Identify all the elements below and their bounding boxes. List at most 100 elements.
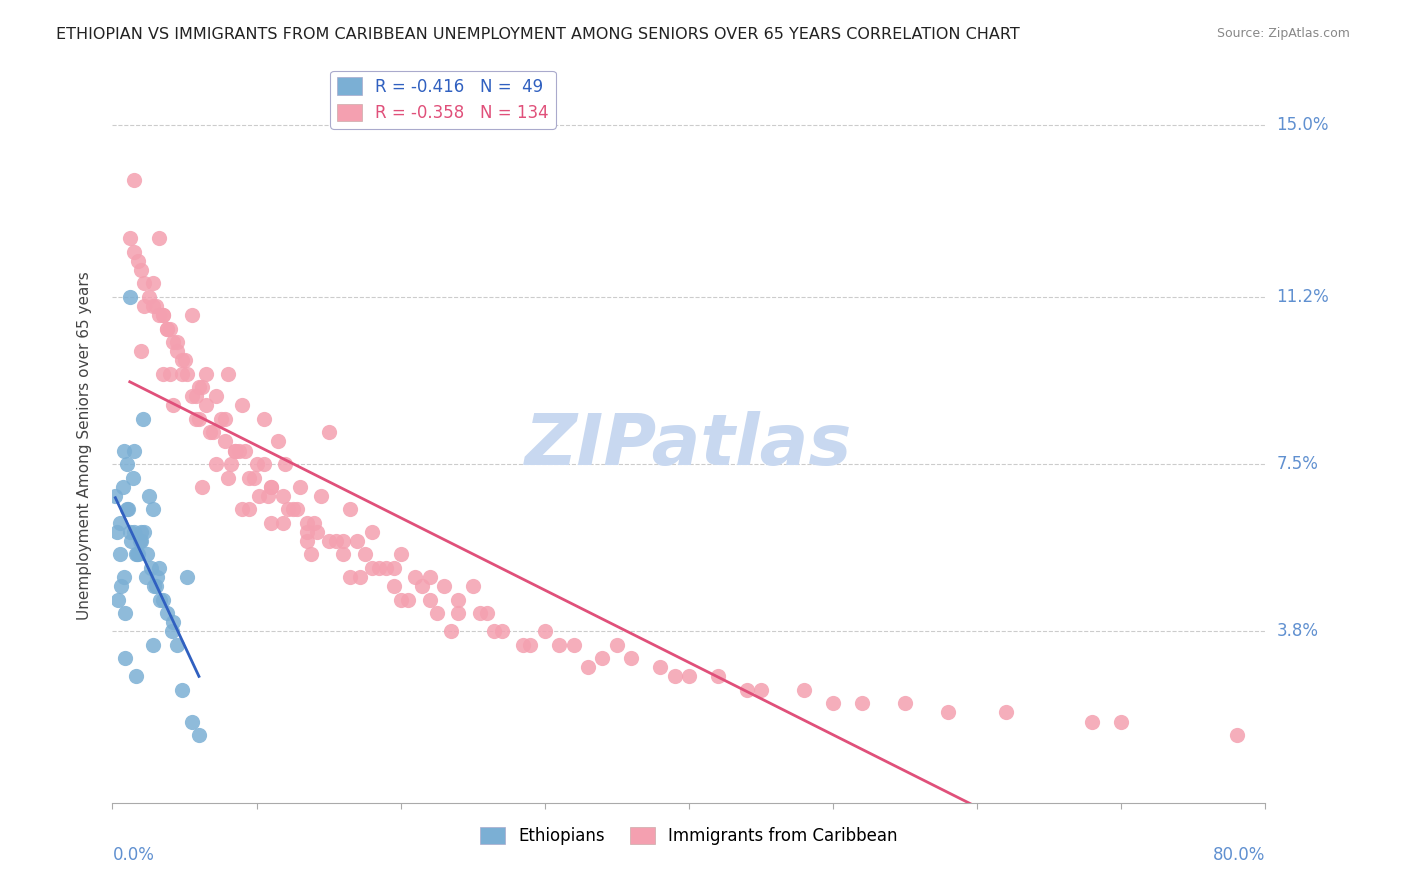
Point [382,579,405,593]
Point [231,502,253,516]
Point [170,682,193,697]
Point [228,443,250,458]
Point [606,638,628,652]
Point [281,502,304,516]
Point [339,570,361,584]
Point [180,714,202,729]
Point [125,548,148,562]
Point [142,299,165,313]
Point [389,592,412,607]
Y-axis label: Unemployment Among Seniors over 65 years: Unemployment Among Seniors over 65 years [77,272,91,620]
Point [260,480,283,494]
Point [217,470,239,484]
Point [180,308,202,322]
Point [1111,714,1133,729]
Point [242,470,264,484]
Text: ZIPatlas: ZIPatlas [526,411,852,481]
Point [562,638,585,652]
Point [260,480,283,494]
Point [170,353,193,368]
Point [173,353,195,368]
Point [447,592,470,607]
Point [419,570,441,584]
Point [447,606,470,620]
Point [152,308,174,322]
Point [180,389,202,403]
Text: Source: ZipAtlas.com: Source: ZipAtlas.com [1216,27,1350,40]
Point [253,457,276,471]
Point [110,579,132,593]
Point [127,253,149,268]
Point [191,480,214,494]
Point [548,638,571,652]
Point [205,389,228,403]
Point [440,624,463,639]
Point [156,321,179,335]
Point [735,682,758,697]
Point [188,380,211,394]
Point [176,570,198,584]
Point [134,524,156,539]
Point [477,606,499,620]
Point [166,335,188,350]
Point [238,470,260,484]
Text: 11.2%: 11.2% [1277,288,1329,306]
Point [411,579,433,593]
Point [368,561,391,575]
Point [124,669,146,683]
Point [271,489,294,503]
Point [152,367,174,381]
Point [484,624,506,639]
Point [166,344,188,359]
Point [257,489,280,503]
Point [149,592,172,607]
Point [260,516,283,530]
Point [461,579,484,593]
Point [224,443,246,458]
Point [267,434,290,449]
Point [246,457,269,471]
Point [894,697,917,711]
Point [138,489,160,503]
Point [111,480,134,494]
Point [142,502,165,516]
Point [404,570,426,584]
Point [195,398,218,412]
Point [145,299,167,313]
Point [148,308,170,322]
Point [152,592,174,607]
Point [148,561,170,575]
Point [145,579,167,593]
Point [214,434,236,449]
Point [534,624,557,639]
Point [191,380,214,394]
Point [277,502,299,516]
Point [114,651,136,665]
Point [426,606,449,620]
Point [188,728,211,742]
Point [118,231,141,245]
Point [346,533,368,548]
Point [108,548,131,562]
Point [353,548,375,562]
Point [205,457,228,471]
Point [468,606,491,620]
Point [159,367,181,381]
Point [134,299,156,313]
Point [217,367,239,381]
Point [382,561,405,575]
Point [124,548,146,562]
Point [664,669,686,683]
Point [118,524,141,539]
Point [938,706,960,720]
Point [361,561,384,575]
Point [132,412,155,426]
Point [325,533,347,548]
Text: 15.0%: 15.0% [1277,116,1329,135]
Point [162,398,184,412]
Point [160,624,183,639]
Point [188,412,211,426]
Point [122,244,145,259]
Point [389,548,412,562]
Point [311,489,333,503]
